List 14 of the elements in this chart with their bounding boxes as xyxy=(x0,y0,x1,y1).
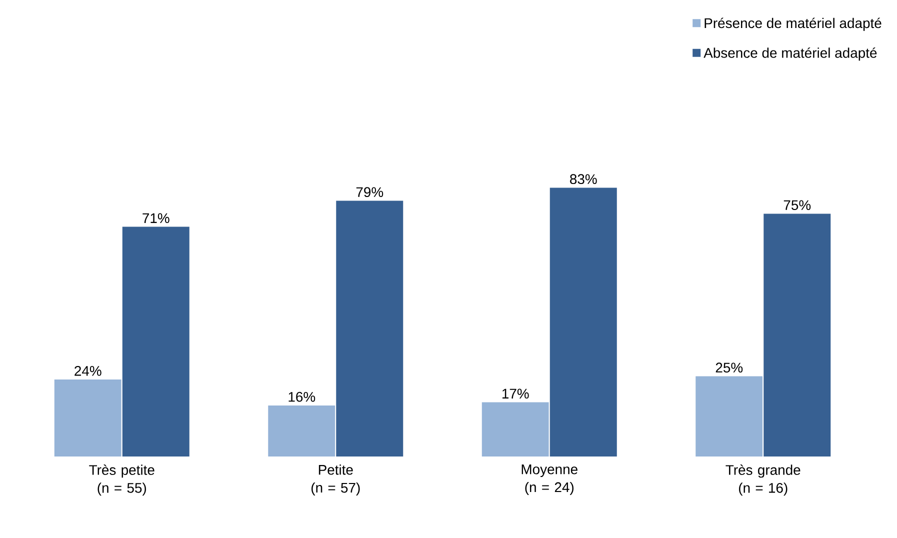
x-tick-label: Très petite (n = 55) xyxy=(89,464,154,496)
legend-label: Absence de matériel adapté xyxy=(704,47,877,61)
data-label: 17% xyxy=(502,388,529,399)
data-label: 71% xyxy=(142,213,170,224)
data-label: 75% xyxy=(784,200,811,210)
data-label: 16% xyxy=(288,392,316,402)
data-label: 79% xyxy=(356,187,384,198)
x-tick-label: Très grande (n = 16) xyxy=(726,464,800,496)
x-tick-label: Moyenne (n = 24) xyxy=(522,464,578,495)
data-label: 25% xyxy=(716,362,743,373)
data-label: 24% xyxy=(74,366,102,376)
legend-label: Présence de matériel adapté xyxy=(704,18,882,31)
x-tick-label: Petite (n = 57) xyxy=(311,464,360,496)
data-label: 83% xyxy=(570,174,597,184)
